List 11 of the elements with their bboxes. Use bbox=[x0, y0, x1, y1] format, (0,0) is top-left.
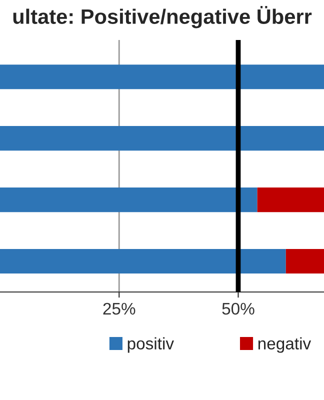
x-tick-label: 25% bbox=[103, 302, 136, 315]
bar bbox=[0, 248, 286, 274]
legend-label: positiv bbox=[128, 337, 174, 353]
chart-title: ultate: Positive/negative Überr bbox=[13, 6, 312, 28]
bar bbox=[286, 248, 324, 274]
bar bbox=[0, 126, 324, 151]
bar bbox=[0, 64, 324, 90]
legend-label: negativ bbox=[258, 337, 312, 353]
bar bbox=[0, 188, 258, 212]
x-tick-label: 50% bbox=[222, 302, 254, 315]
bar bbox=[257, 188, 324, 212]
